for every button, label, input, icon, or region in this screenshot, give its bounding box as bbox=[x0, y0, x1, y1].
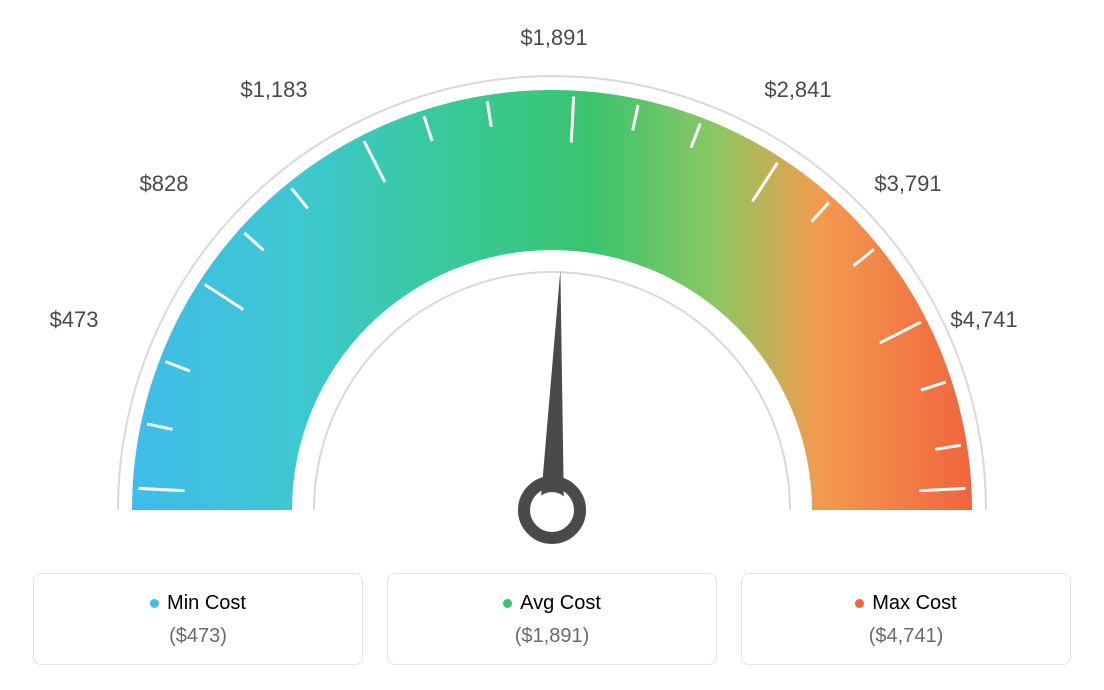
legend-card-avg: Avg Cost ($1,891) bbox=[387, 573, 717, 665]
legend-value-min: ($473) bbox=[34, 625, 362, 648]
legend-dot-min bbox=[150, 599, 159, 608]
legend-card-max: Max Cost ($4,741) bbox=[741, 573, 1071, 665]
gauge-tick-label: $1,183 bbox=[240, 77, 307, 103]
legend-label-min: Min Cost bbox=[167, 592, 246, 615]
legend-title-max: Max Cost bbox=[855, 592, 956, 615]
gauge-tick-label: $473 bbox=[50, 307, 99, 333]
gauge-tick-label: $3,791 bbox=[874, 171, 941, 197]
gauge-tick-label: $1,891 bbox=[520, 25, 587, 51]
legend-label-max: Max Cost bbox=[872, 592, 956, 615]
legend-title-avg: Avg Cost bbox=[503, 592, 601, 615]
gauge-tick-label: $4,741 bbox=[950, 307, 1017, 333]
legend-row: Min Cost ($473) Avg Cost ($1,891) Max Co… bbox=[33, 573, 1071, 665]
legend-dot-avg bbox=[503, 599, 512, 608]
legend-dot-max bbox=[855, 599, 864, 608]
gauge-tick-label: $2,841 bbox=[764, 77, 831, 103]
gauge-chart: $473 $828 $1,183 $1,891 $2,841 $3,791 $4,741 bbox=[52, 20, 1052, 560]
gauge-tick-label: $828 bbox=[140, 171, 189, 197]
legend-label-avg: Avg Cost bbox=[520, 592, 601, 615]
gauge-svg bbox=[52, 20, 1052, 560]
legend-value-avg: ($1,891) bbox=[388, 625, 716, 648]
legend-card-min: Min Cost ($473) bbox=[33, 573, 363, 665]
legend-title-min: Min Cost bbox=[150, 592, 246, 615]
legend-value-max: ($4,741) bbox=[742, 625, 1070, 648]
